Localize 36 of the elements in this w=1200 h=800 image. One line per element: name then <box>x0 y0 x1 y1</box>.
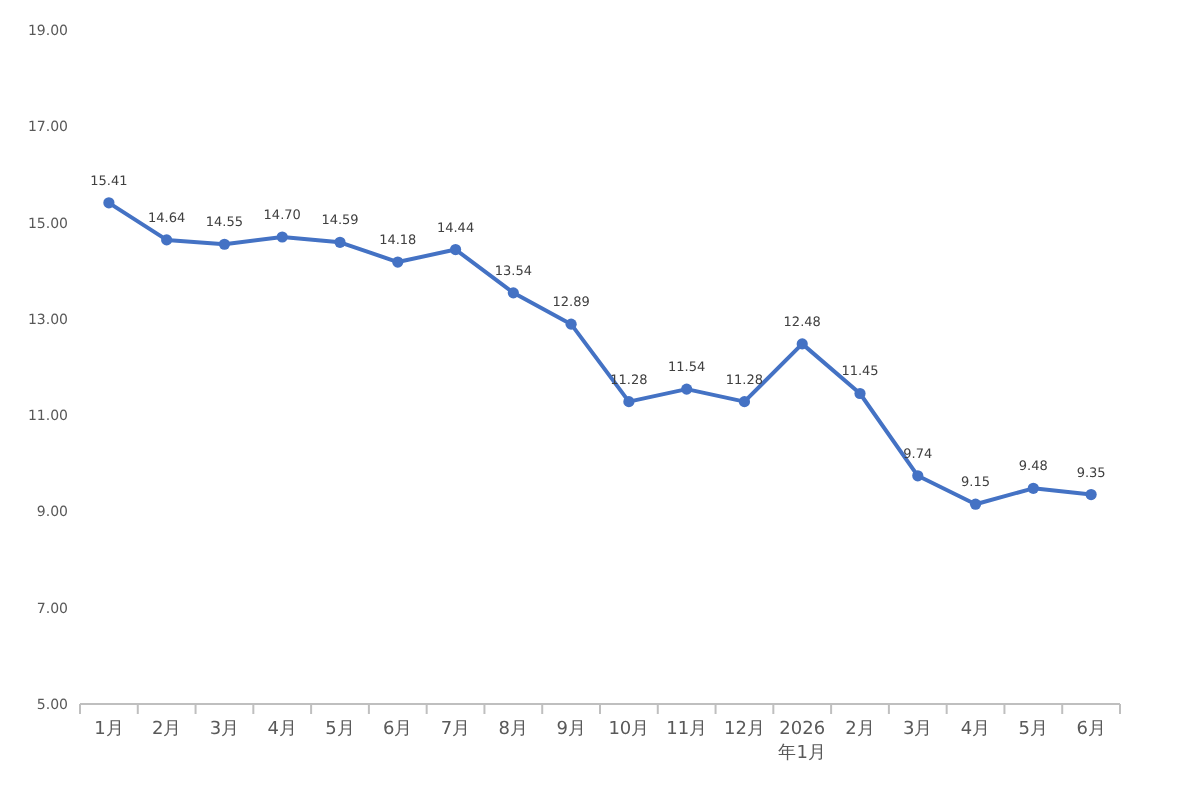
x-tick-label: 6月 <box>1076 720 1106 740</box>
x-tick-label: 5月 <box>1018 720 1049 740</box>
point <box>796 338 808 350</box>
x-tick-label: 8月 <box>498 720 529 740</box>
x-tick-label: 4月 <box>960 720 991 740</box>
point <box>103 197 115 209</box>
x-tick-label: 1月 <box>94 720 124 740</box>
point <box>334 236 346 248</box>
x-tick-label: 11月 <box>666 720 708 740</box>
point <box>969 498 982 510</box>
point <box>1027 482 1039 494</box>
point <box>161 234 173 246</box>
x-tick-label: 7月 <box>440 720 471 740</box>
x-tick-label: 10月 <box>608 720 650 740</box>
x-tick-label: 5月 <box>325 720 355 740</box>
point <box>854 387 866 400</box>
x-tick-label: 2月 <box>151 720 182 740</box>
point <box>681 383 693 395</box>
x-tick-label: 2026 年1月 <box>778 720 826 764</box>
point <box>623 396 635 408</box>
x-tick-label: 6月 <box>383 720 413 740</box>
x-tick-label: 4月 <box>267 720 297 740</box>
x-tick-label: 12月 <box>723 720 765 740</box>
point <box>392 256 404 268</box>
point <box>218 238 231 250</box>
point <box>449 243 462 256</box>
x-tick-label: 3月 <box>209 720 240 740</box>
x-tick-label: 3月 <box>903 720 933 740</box>
point <box>738 396 751 408</box>
point <box>507 287 519 299</box>
point <box>565 318 577 330</box>
x-tick-label: 2月 <box>845 720 875 740</box>
x-tick-label: 9月 <box>556 720 586 740</box>
point <box>1085 488 1097 501</box>
point <box>912 470 924 482</box>
point <box>276 231 288 243</box>
